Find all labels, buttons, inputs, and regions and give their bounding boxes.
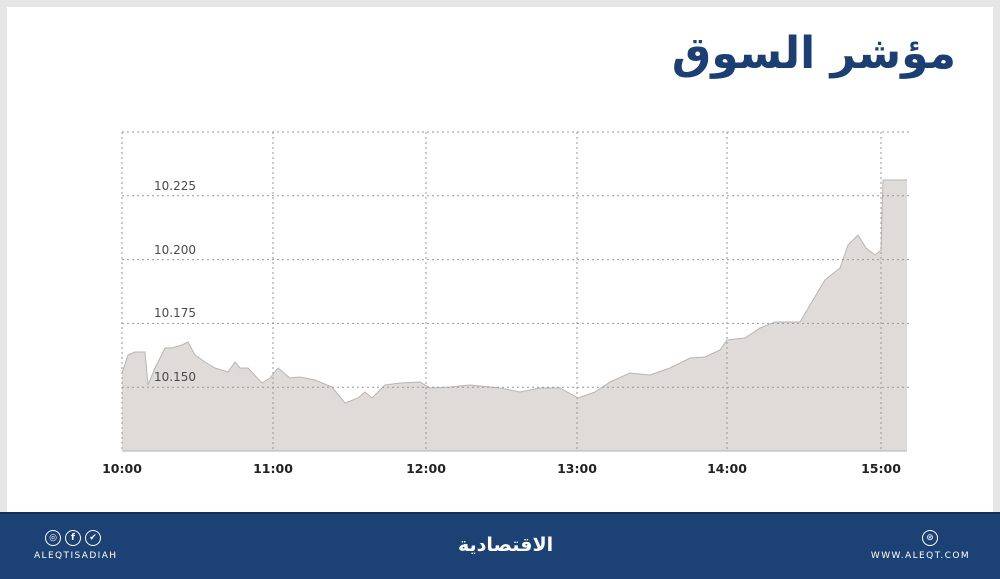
page-title: مؤشر السوق [671, 28, 956, 79]
x-tick-label: 14:00 [707, 461, 747, 476]
series-line [121, 179, 907, 404]
y-tick-label: 10.175 [154, 306, 196, 321]
twitter-icon[interactable]: ✔ [85, 530, 101, 546]
facebook-icon[interactable]: f [65, 530, 81, 546]
x-tick-label: 13:00 [557, 461, 597, 476]
website-url[interactable]: WWW.ALEQT.COM [870, 551, 970, 561]
x-tick-label: 12:00 [406, 461, 446, 476]
y-tick-label: 10.150 [154, 370, 196, 385]
area-fill [122, 180, 907, 451]
chart-canvas [121, 131, 910, 452]
y-tick-label: 10.200 [154, 242, 196, 257]
social-icons: ◎ f ✔ [45, 530, 101, 546]
brand-logo: الاقتصادية [458, 534, 554, 556]
area-chart: 10.150 10.175 10.200 10.225 10:00 11:00 12:00… [102, 131, 910, 476]
globe-icon: ⊛ [922, 530, 938, 546]
x-tick-label: 11:00 [253, 461, 293, 476]
y-tick-label: 10.225 [154, 178, 196, 193]
instagram-icon[interactable]: ◎ [45, 530, 61, 546]
footer-bar: ◎ f ✔ ALEQTISADIAH الاقتصادية ⊛ WWW.ALEQ… [0, 512, 1000, 579]
x-tick-label: 15:00 [861, 461, 901, 476]
social-handle: ALEQTISADIAH [34, 551, 118, 561]
x-tick-label: 10:00 [102, 461, 142, 476]
